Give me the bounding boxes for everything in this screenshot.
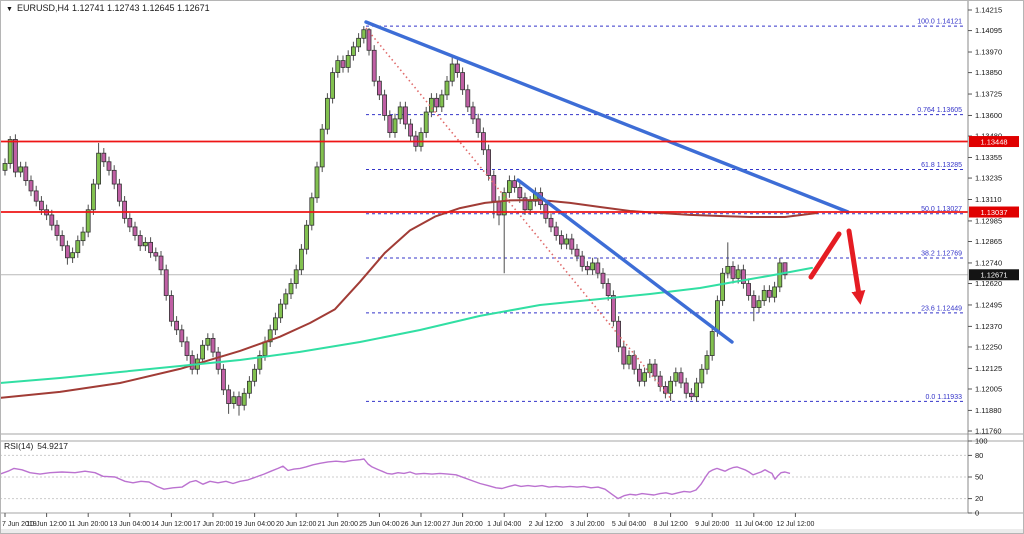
price-badge-label: 1.13448 (980, 137, 1007, 146)
svg-text:1.11760: 1.11760 (975, 427, 1002, 436)
fib-level-label: 0.0 1.11933 (926, 394, 963, 401)
candlesticks (2, 26, 788, 416)
svg-text:17 Jun 20:00: 17 Jun 20:00 (193, 521, 234, 528)
price-axis: 1.14215 1.14095 1.13970 1.13850 1.13725 1.136… (968, 6, 1002, 436)
fib-level-label: 100.0 1.14121 (917, 19, 962, 26)
svg-text:1.11880: 1.11880 (975, 406, 1002, 415)
red-arrow-1[interactable] (808, 231, 842, 280)
svg-text:26 Jun 12:00: 26 Jun 12:00 (401, 521, 442, 528)
svg-text:2 Jul 12:00: 2 Jul 12:00 (529, 521, 563, 528)
price-badge-label: 1.12671 (980, 271, 1007, 280)
svg-text:5 Jul 04:00: 5 Jul 04:00 (612, 521, 646, 528)
price-badge (969, 269, 1019, 281)
svg-text:50: 50 (975, 473, 983, 482)
trendline-1[interactable] (364, 20, 850, 214)
red-arrow-2[interactable] (846, 228, 866, 305)
svg-text:3 Jul 20:00: 3 Jul 20:00 (570, 521, 604, 528)
svg-text:12 Jul 12:00: 12 Jul 12:00 (776, 521, 814, 528)
svg-text:1.13110: 1.13110 (975, 195, 1002, 204)
fib-retracement[interactable]: 100.0 1.14121 0.764 1.13605 61.8 1.13285 50… (366, 19, 964, 402)
rsi-panel: 100 80 50 20 0 (0, 437, 988, 518)
svg-text:25 Jun 04:00: 25 Jun 04:00 (359, 521, 400, 528)
svg-text:20 Jun 12:00: 20 Jun 12:00 (276, 521, 317, 528)
svg-text:1.13850: 1.13850 (975, 68, 1002, 77)
trendline-2[interactable] (516, 178, 734, 344)
fib-level-label: 0.764 1.13605 (917, 107, 962, 114)
rsi-name: RSI(14) (4, 441, 34, 451)
svg-text:1.12740: 1.12740 (975, 258, 1002, 267)
svg-text:1.14215: 1.14215 (975, 6, 1002, 15)
rsi-value: 54.9217 (37, 441, 69, 451)
svg-text:100: 100 (975, 437, 988, 446)
fib-level-label: 50.0 1.13027 (921, 206, 962, 213)
svg-text:13 Jun 04:00: 13 Jun 04:00 (110, 521, 151, 528)
svg-text:1.12005: 1.12005 (975, 384, 1002, 393)
svg-text:0: 0 (975, 509, 979, 518)
svg-text:1.12370: 1.12370 (975, 322, 1002, 331)
svg-text:1.13600: 1.13600 (975, 111, 1002, 120)
fib-level-label: 23.6 1.12449 (921, 305, 962, 312)
svg-text:1.12620: 1.12620 (975, 279, 1002, 288)
price-badge-label: 1.13037 (980, 208, 1007, 217)
svg-text:14 Jun 12:00: 14 Jun 12:00 (151, 521, 192, 528)
svg-text:1.13355: 1.13355 (975, 153, 1002, 162)
status-strip (0, 529, 1024, 534)
svg-text:1.14095: 1.14095 (975, 26, 1002, 35)
svg-text:27 Jun 20:00: 27 Jun 20:00 (442, 521, 483, 528)
svg-text:8 Jul 12:00: 8 Jul 12:00 (653, 521, 687, 528)
price-badge (969, 206, 1019, 218)
svg-text:1.12865: 1.12865 (975, 237, 1002, 246)
svg-text:9 Jul 20:00: 9 Jul 20:00 (695, 521, 729, 528)
svg-text:10 Jun 12:00: 10 Jun 12:00 (26, 521, 67, 528)
rsi-indicator-label: RSI(14) 54.9217 (4, 441, 72, 451)
red-moving-average (0, 199, 818, 399)
svg-text:1.12125: 1.12125 (975, 364, 1002, 373)
svg-text:21 Jun 20:00: 21 Jun 20:00 (318, 521, 359, 528)
svg-text:20: 20 (975, 494, 983, 503)
svg-text:1.13725: 1.13725 (975, 90, 1002, 99)
collapse-arrow-icon[interactable]: ▼ (6, 6, 13, 13)
symbol-ohlc-label: ▼ EURUSD,H4 1.12741 1.12743 1.12645 1.1267… (6, 3, 213, 13)
rsi-line (0, 458, 791, 500)
svg-text:11 Jul 04:00: 11 Jul 04:00 (735, 521, 773, 528)
svg-text:1.12250: 1.12250 (975, 342, 1002, 351)
dotted-trendline[interactable] (365, 27, 673, 401)
fib-level-label: 38.2 1.12769 (921, 250, 962, 257)
svg-text:80: 80 (975, 451, 983, 460)
svg-text:1.13235: 1.13235 (975, 174, 1002, 183)
svg-text:7 Jun 2019: 7 Jun 2019 (2, 521, 37, 528)
svg-text:1 Jul 04:00: 1 Jul 04:00 (487, 521, 521, 528)
svg-text:1.12495: 1.12495 (975, 300, 1002, 309)
svg-text:19 Jun 04:00: 19 Jun 04:00 (234, 521, 275, 528)
ohlc-quotes: 1.12741 1.12743 1.12645 1.12671 (71, 3, 210, 13)
price-badge (969, 136, 1019, 148)
green-moving-average (0, 266, 813, 384)
svg-text:11 Jun 20:00: 11 Jun 20:00 (68, 521, 108, 528)
svg-text:1.13970: 1.13970 (975, 48, 1002, 57)
fib-level-label: 61.8 1.13285 (921, 162, 962, 169)
svg-text:1.12985: 1.12985 (975, 216, 1002, 225)
symbol-name: EURUSD,H4 (16, 3, 69, 13)
